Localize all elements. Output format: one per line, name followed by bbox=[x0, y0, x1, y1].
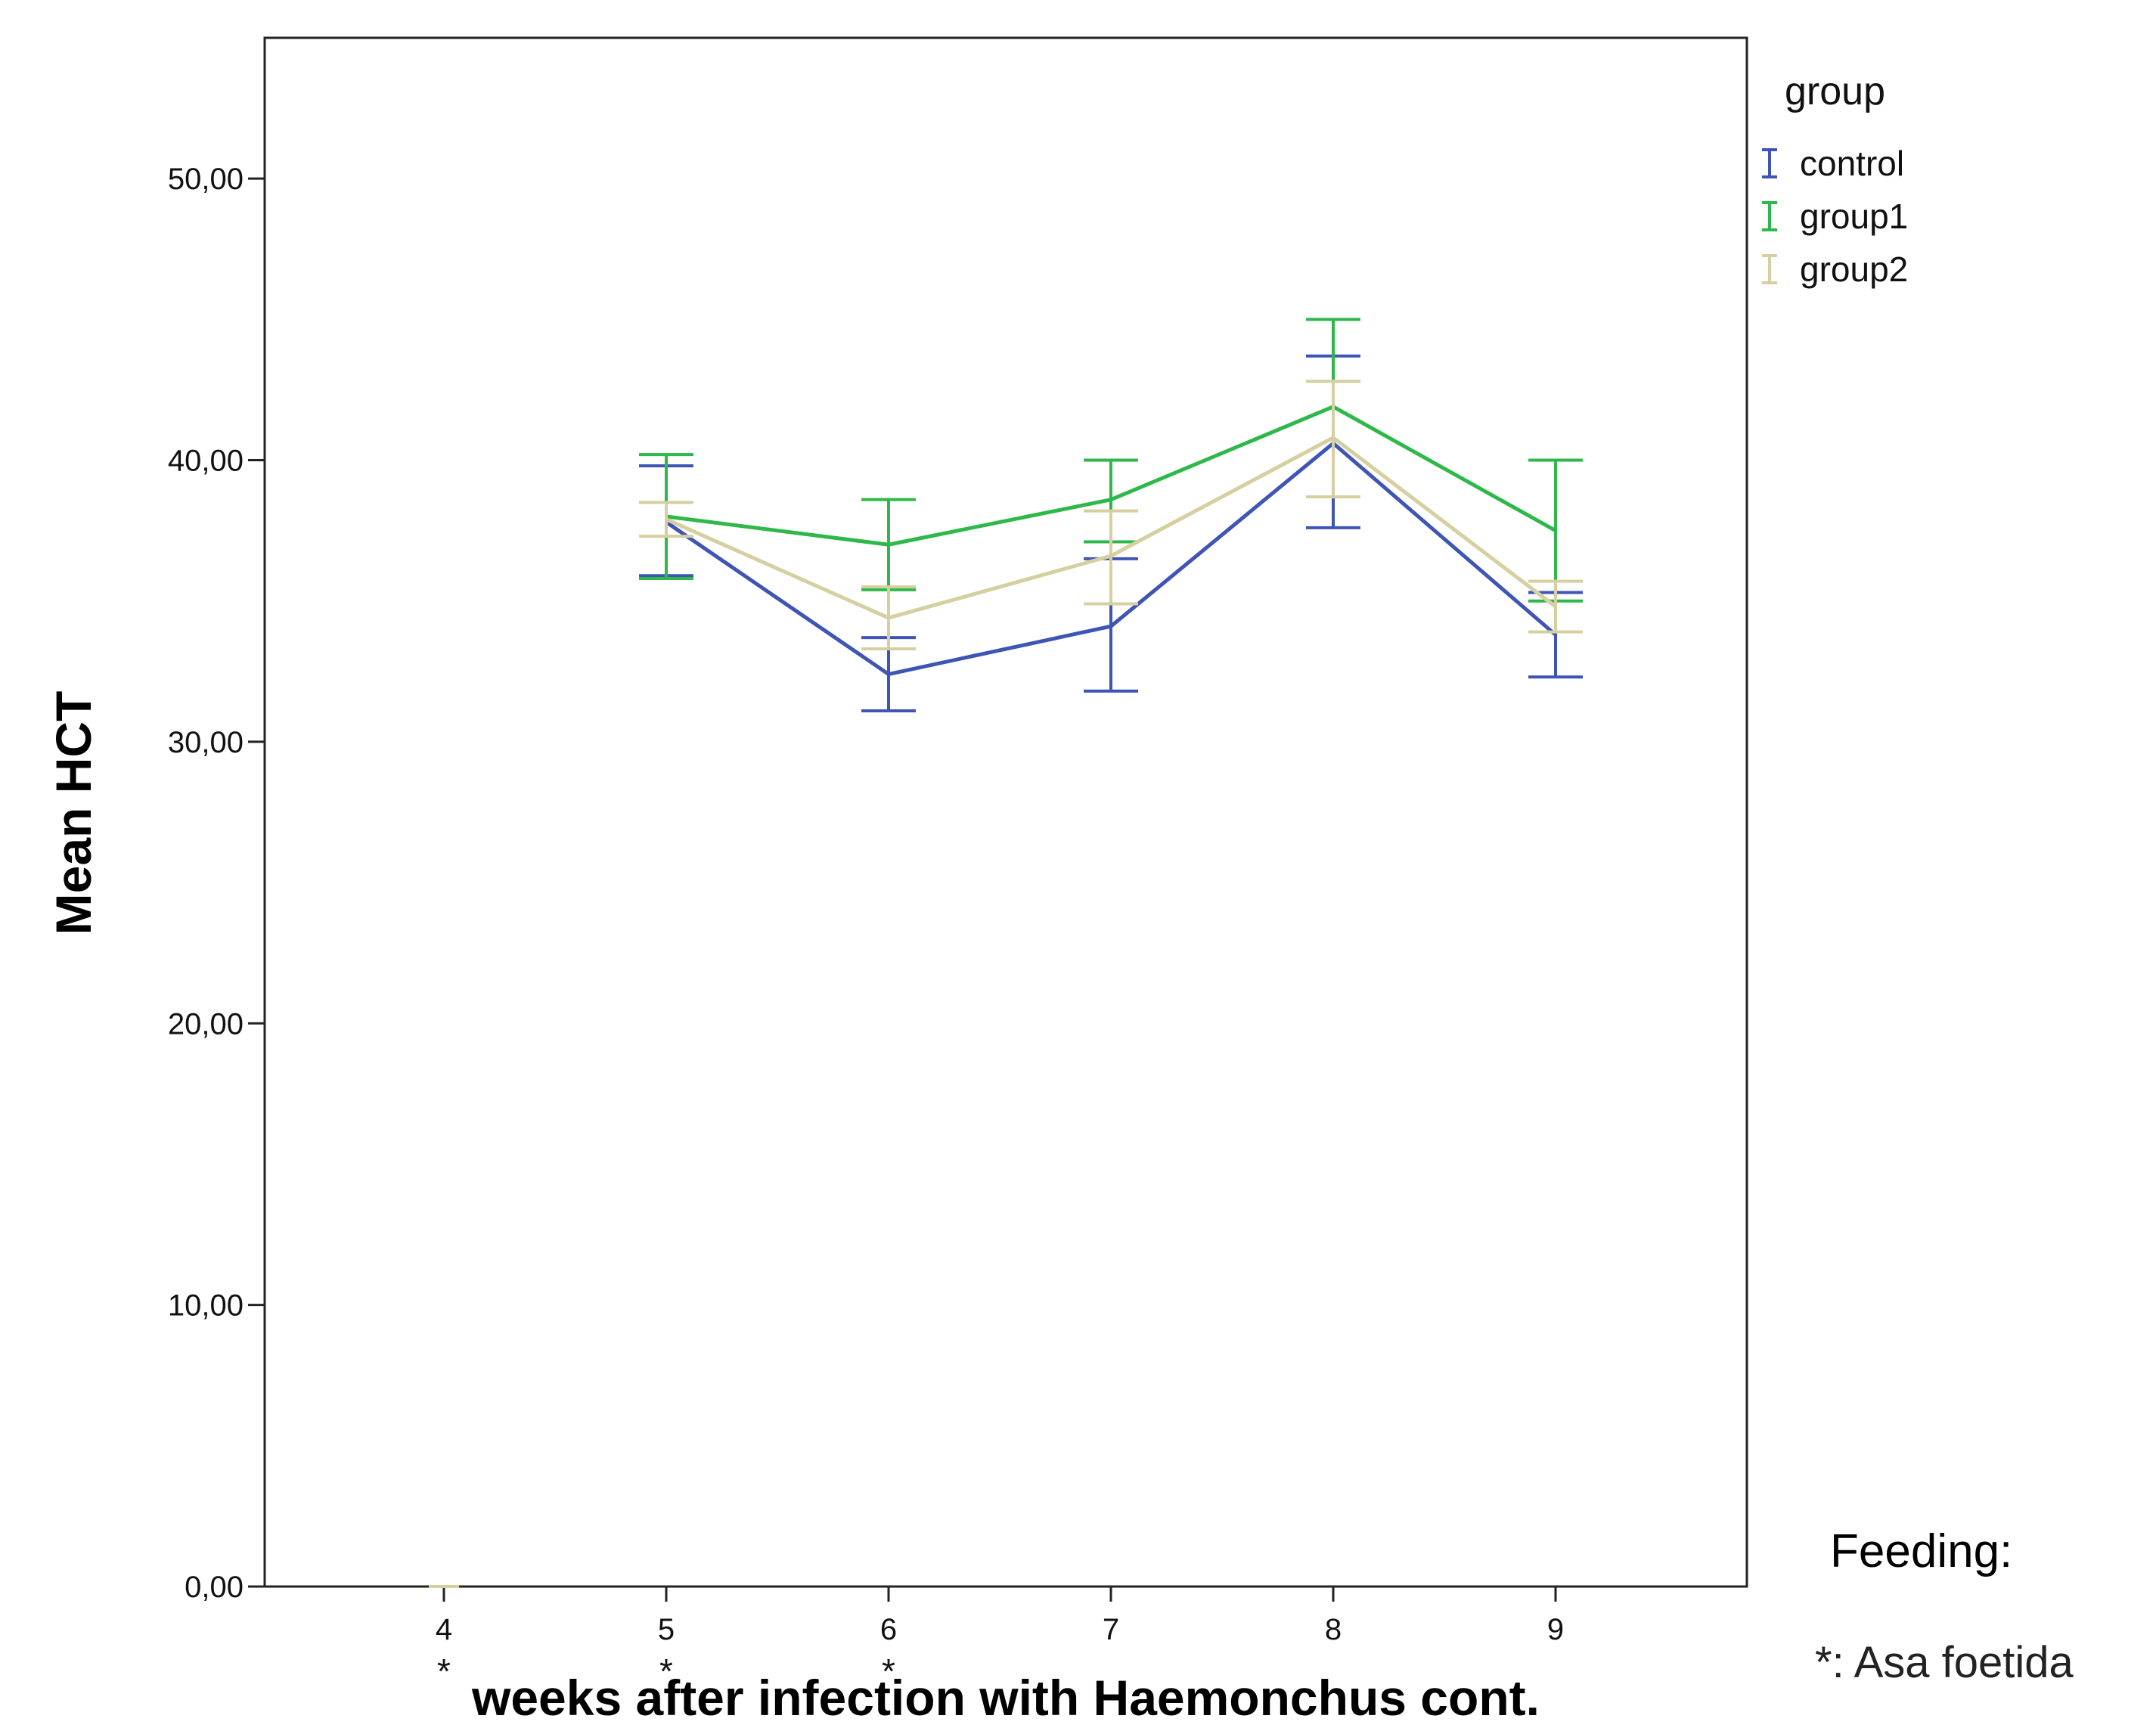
legend-label: group1 bbox=[1800, 197, 1908, 236]
legend-title: group bbox=[1785, 70, 1885, 113]
y-tick-label: 0,00 bbox=[185, 1571, 244, 1604]
series-line bbox=[665, 436, 1557, 620]
x-tick-label: 7 bbox=[1103, 1613, 1119, 1646]
y-tick-label: 30,00 bbox=[168, 726, 244, 759]
x-tick-label: 8 bbox=[1325, 1613, 1342, 1646]
legend: group control group1 group2 bbox=[1762, 70, 1908, 289]
feeding-note-text: *: Asa foetida bbox=[1815, 1638, 2074, 1687]
legend-label: group2 bbox=[1800, 250, 1908, 289]
x-tick-mark: * bbox=[437, 1652, 451, 1691]
y-axis: 0,00 10,00 20,00 30,00 40,00 50,00 bbox=[168, 163, 265, 1604]
x-tick-mark: * bbox=[882, 1652, 895, 1691]
x-tick-label: 5 bbox=[658, 1613, 675, 1646]
legend-item-group1: group1 bbox=[1762, 197, 1908, 236]
x-axis-title: weeks after infection with Haemonchus co… bbox=[471, 1670, 1540, 1726]
series-line bbox=[665, 405, 1557, 547]
legend-item-control: control bbox=[1762, 144, 1904, 183]
series-layer bbox=[429, 318, 1583, 1588]
legend-label: control bbox=[1800, 144, 1904, 183]
y-tick-label: 50,00 bbox=[168, 163, 244, 196]
x-tick-label: 4 bbox=[436, 1613, 452, 1646]
x-tick-label: 6 bbox=[880, 1613, 897, 1646]
series-group2 bbox=[639, 380, 1583, 651]
x-axis: 4 * 5 * 6 * 7 8 9 bbox=[436, 1587, 1564, 1691]
series-group1 bbox=[639, 318, 1583, 603]
x-tick-mark: * bbox=[659, 1652, 673, 1691]
y-tick-label: 40,00 bbox=[168, 445, 244, 478]
legend-item-group2: group2 bbox=[1762, 250, 1908, 289]
y-tick-label: 20,00 bbox=[168, 1007, 244, 1041]
x-tick-label: 9 bbox=[1547, 1613, 1564, 1646]
plot-frame bbox=[263, 36, 1748, 1588]
feeding-note-title: Feeding: bbox=[1830, 1525, 2012, 1577]
y-axis-title: Mean HCT bbox=[45, 691, 101, 935]
y-tick-label: 10,00 bbox=[168, 1289, 244, 1323]
series-line bbox=[665, 441, 1557, 677]
